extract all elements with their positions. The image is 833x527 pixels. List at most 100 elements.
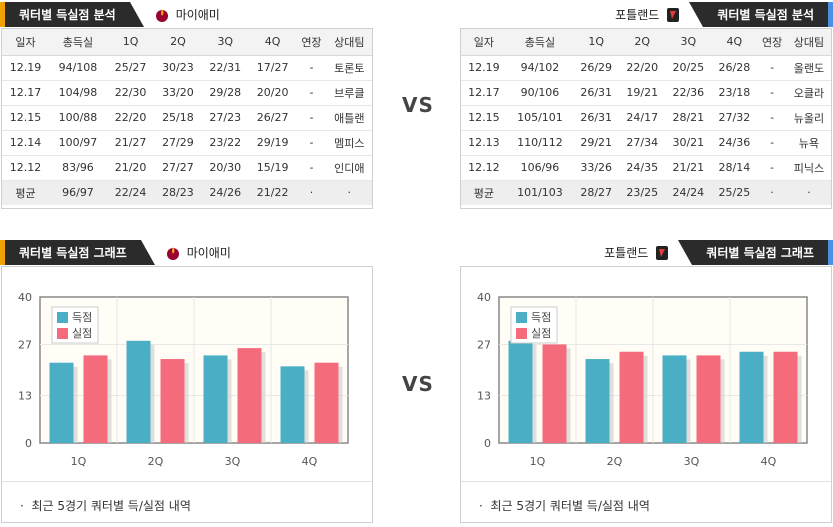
right-table-header: 포틀랜드 쿼터별 득실점 분석 <box>615 2 833 27</box>
table-cell: - <box>757 130 787 156</box>
left-graph-team-name: 마이애미 <box>186 246 231 260</box>
x-tick-label: 3Q <box>684 455 700 468</box>
table-cell: - <box>296 155 327 181</box>
table-cell: 110/112 <box>506 130 574 156</box>
table-cell: 27/27 <box>154 155 202 181</box>
table-cell: 피닉스 <box>786 155 831 181</box>
bar-allowed <box>773 351 798 443</box>
tab-slant-icon <box>140 240 155 265</box>
average-cell: 평균 <box>461 180 507 205</box>
blazers-logo-icon <box>667 7 680 22</box>
table-cell: 12.14 <box>2 130 50 156</box>
table-row: 12.15 100/88 22/20 25/18 27/23 26/27- 애틀랜 <box>2 105 372 131</box>
x-tick-label: 3Q <box>225 455 241 468</box>
table-cell: - <box>757 80 787 106</box>
legend-label: 득점 <box>72 311 92 324</box>
table-cell: 104/98 <box>49 80 107 106</box>
col-header: 3Q <box>201 29 249 56</box>
col-header: 1Q <box>106 29 155 56</box>
right-team: 포틀랜드 <box>615 6 681 23</box>
table-cell: 26/28 <box>711 55 758 81</box>
bar-scored <box>49 362 74 443</box>
left-team: 마이애미 <box>154 6 220 23</box>
table-cell: 25/18 <box>154 105 202 131</box>
right-graph-team: 포틀랜드 <box>604 244 670 261</box>
average-cell: 24/26 <box>201 180 249 205</box>
average-cell: · <box>326 180 372 205</box>
left-footnote: · 최근 5경기 쿼터별 득/실점 내역 <box>20 499 191 513</box>
y-tick-label: 27 <box>477 338 491 351</box>
table-cell: 83/96 <box>49 155 107 181</box>
average-cell: 23/25 <box>619 180 666 205</box>
table-cell: 21/20 <box>106 155 155 181</box>
legend-swatch <box>57 312 68 323</box>
left-stats-table-panel: 일자 총득실 1Q 2Q 3Q 4Q 연장 상대팀 12.19 94/108 25/… <box>1 28 373 209</box>
right-graph-team-name: 포틀랜드 <box>604 246 649 260</box>
y-tick-label: 40 <box>18 291 32 304</box>
table-row: 12.15 105/101 26/31 24/17 28/21 27/32- 뉴올리 <box>461 105 831 131</box>
average-cell: 25/25 <box>711 180 758 205</box>
right-graph-panel: 0 13 27 40 1Q 2Q 3Q 4Q 득점 실점 · 최근 5경기 쿼터별 득/실점 내역 <box>460 266 832 523</box>
vs-label-top: VS <box>402 93 434 117</box>
col-header: 1Q <box>573 29 620 56</box>
divider <box>461 481 831 482</box>
col-header: 2Q <box>154 29 202 56</box>
tab-slant-icon <box>689 2 704 27</box>
table-cell: 애틀랜 <box>326 105 372 131</box>
col-header: 연장 <box>757 29 787 56</box>
bar-allowed <box>619 351 644 443</box>
table-cell: 뉴욕 <box>786 130 831 156</box>
right-stats-table-panel: 일자 총득실 1Q 2Q 3Q 4Q 연장 상대팀 12.19 94/102 26/… <box>460 28 832 209</box>
tab-slant-icon <box>129 2 144 27</box>
table-cell: 27/32 <box>711 105 758 131</box>
legend-swatch <box>516 312 527 323</box>
table-cell: 26/27 <box>248 105 297 131</box>
table-cell: 106/96 <box>506 155 574 181</box>
average-cell: · <box>786 180 831 205</box>
right-graph-tab: 쿼터별 득실점 그래프 <box>692 240 833 265</box>
table-cell: 22/20 <box>106 105 155 131</box>
left-footnote-text: 최근 5경기 쿼터별 득/실점 내역 <box>31 499 191 513</box>
blazers-logo-icon <box>656 245 669 260</box>
right-team-name: 포틀랜드 <box>615 8 660 22</box>
table-cell: 17/27 <box>248 55 297 81</box>
average-cell: 24/24 <box>665 180 712 205</box>
table-row: 12.14 100/97 21/27 27/29 23/22 29/19- 멤피스 <box>2 130 372 156</box>
legend-label: 득점 <box>531 311 551 324</box>
table-cell: 26/29 <box>573 55 620 81</box>
legend-label: 실점 <box>72 327 92 340</box>
legend-label: 실점 <box>531 327 551 340</box>
average-cell: 21/22 <box>248 180 297 205</box>
table-cell: 100/97 <box>49 130 107 156</box>
table-cell: - <box>296 105 327 131</box>
table-cell: 21/21 <box>665 155 712 181</box>
table-cell: - <box>296 130 327 156</box>
table-cell: 26/31 <box>573 80 620 106</box>
average-cell: 96/97 <box>49 180 107 205</box>
table-cell: 22/30 <box>106 80 155 106</box>
y-tick-label: 13 <box>18 390 32 403</box>
left-graph-header: 쿼터별 득실점 그래프 마이애미 <box>0 240 231 265</box>
table-cell: 20/25 <box>665 55 712 81</box>
right-stats-table: 일자 총득실 1Q 2Q 3Q 4Q 연장 상대팀 12.19 94/102 26/… <box>461 29 831 205</box>
table-cell: - <box>296 80 327 106</box>
table-cell: 오클라 <box>786 80 831 106</box>
table-cell: 94/102 <box>506 55 574 81</box>
left-table-tab: 쿼터별 득실점 분석 <box>0 2 130 27</box>
table-row: 12.12 106/96 33/26 24/35 21/21 28/14- 피닉스 <box>461 155 831 181</box>
table-cell: 12.13 <box>461 130 507 156</box>
left-graph-panel: 0 13 27 40 1Q 2Q 3Q 4Q 득점 실점 · 최근 5경기 쿼터별 득/실점 내역 <box>1 266 373 523</box>
average-cell: · <box>296 180 327 205</box>
bar-allowed <box>696 355 721 443</box>
right-graph-header: 포틀랜드 쿼터별 득실점 그래프 <box>604 240 833 265</box>
table-cell: 12.19 <box>2 55 50 81</box>
legend-swatch <box>57 328 68 339</box>
col-header: 연장 <box>296 29 327 56</box>
table-header-row: 일자 총득실 1Q 2Q 3Q 4Q 연장 상대팀 <box>2 29 372 56</box>
table-cell: 멤피스 <box>326 130 372 156</box>
table-cell: 12.15 <box>2 105 50 131</box>
x-tick-label: 4Q <box>302 455 318 468</box>
table-row: 12.19 94/102 26/29 22/20 20/25 26/28- 올랜도 <box>461 55 831 81</box>
